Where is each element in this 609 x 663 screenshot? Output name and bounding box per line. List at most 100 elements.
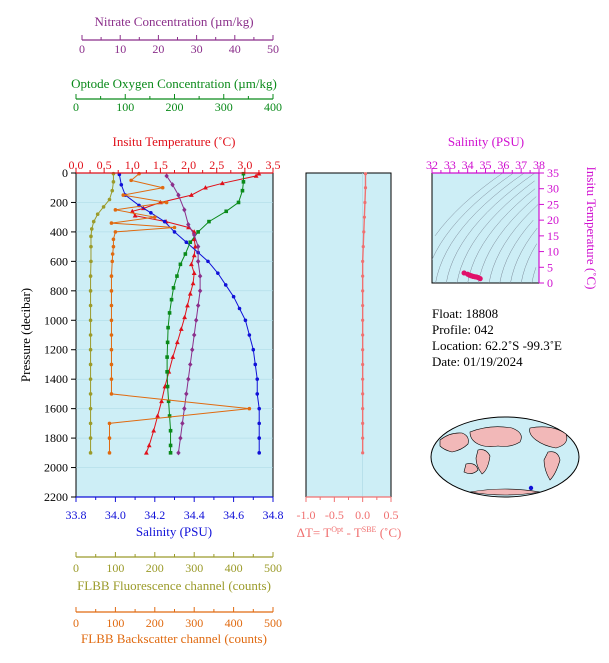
ts-salinity-axis: Salinity (PSU) 32 33 34 35 36 37 38 <box>426 134 545 174</box>
backscatter-series <box>107 171 252 455</box>
fluorescence-point <box>89 244 93 249</box>
backscatter-axis: FLBB Backscatter channel (counts) 0 100 20… <box>73 607 282 646</box>
nitrate-point <box>164 173 169 179</box>
tick-label: 20 <box>152 42 164 56</box>
nitrate-point <box>190 347 195 353</box>
tick-label: 38 <box>533 158 545 172</box>
continent-australia <box>463 463 479 474</box>
salinity-point <box>184 240 189 245</box>
salinity-point <box>172 230 177 234</box>
oxygen-point <box>166 399 171 404</box>
temperature-axis-label: Insitu Temperature (˚C) <box>112 134 235 149</box>
nitrate-series <box>164 173 203 456</box>
tick-label: 40 <box>229 42 241 56</box>
world-map <box>430 416 580 498</box>
ts-contour-line <box>531 267 537 284</box>
oxygen-point <box>171 286 176 290</box>
oxygen-point <box>168 451 173 455</box>
temperature-point <box>188 261 194 267</box>
profile-plot-area <box>75 172 274 498</box>
temperature-point <box>192 244 198 249</box>
nitrate-point <box>184 391 189 397</box>
temperature-point <box>146 442 152 448</box>
tick-label: 200 <box>146 616 164 630</box>
salinity-line <box>118 174 260 453</box>
tick-label: 15 <box>547 229 559 243</box>
tick-label: 300 <box>215 100 233 114</box>
fluorescence-point <box>95 212 100 217</box>
backscatter-point <box>109 318 114 323</box>
profile-number: Profile: 042 <box>432 322 494 337</box>
nitrate-point <box>176 450 181 456</box>
fluorescence-series <box>88 171 116 455</box>
temperature-point <box>178 326 184 331</box>
tick-label: 500 <box>264 561 282 575</box>
tick-label: 10 <box>547 245 559 259</box>
backscatter-point <box>110 252 115 256</box>
salinity-point <box>206 259 210 264</box>
fluorescence-point <box>88 289 93 293</box>
fluorescence-point <box>88 421 93 426</box>
nitrate-axis-label: Nitrate Concentration (µm/kg) <box>94 14 253 29</box>
salinity-point <box>216 271 220 275</box>
ts-contour-line <box>520 243 537 284</box>
fluorescence-point <box>89 234 93 239</box>
ts-contour-line <box>431 172 514 260</box>
oxygen-point <box>169 297 174 302</box>
temperature-point <box>191 270 197 275</box>
salinity-point <box>257 421 262 426</box>
continent-north-america <box>529 426 568 449</box>
ts-point <box>477 276 483 282</box>
backscatter-point <box>107 451 112 455</box>
tick-label: 36 <box>497 158 509 172</box>
tick-label: 37 <box>515 158 527 172</box>
delta-t-axis: ΔT= TOpt - TSBE (˚C) -1.0 -0.5 0.0 0.5 <box>297 496 401 540</box>
tick-label: 34.0 <box>105 508 126 522</box>
tick-label: 50 <box>267 42 279 56</box>
oxygen-point <box>207 219 211 224</box>
tick-label: 1000 <box>44 313 68 327</box>
tick-label: 400 <box>225 561 243 575</box>
oxygen-point <box>166 325 170 330</box>
nitrate-point <box>195 302 201 309</box>
oxygen-point <box>236 200 241 205</box>
tick-label: 600 <box>50 254 68 268</box>
tick-label: 1800 <box>44 431 68 445</box>
oxygen-point <box>175 274 179 278</box>
fluorescence-axis: FLBB Fluorescence channel (counts) 0 100 2… <box>73 552 282 593</box>
salinity-point <box>247 333 252 337</box>
tick-label: 32 <box>426 158 438 172</box>
oxygen-axis: Optode Oxygen Concentration (µm/kg) 0 100… <box>71 76 282 114</box>
continent-asia <box>439 432 469 453</box>
delta-t-point <box>361 377 365 381</box>
oxygen-point <box>188 240 193 245</box>
backscatter-point <box>121 193 126 197</box>
backscatter-point <box>160 185 165 190</box>
tick-label: 3.0 <box>237 158 252 172</box>
nitrate-point <box>186 221 191 228</box>
ts-contour-line <box>478 196 537 284</box>
backscatter-axis-label: FLBB Backscatter channel (counts) <box>81 631 267 646</box>
oxygen-point <box>178 262 183 267</box>
nitrate-point <box>180 420 185 426</box>
delta-t-point <box>361 421 365 425</box>
tick-label: 400 <box>264 100 282 114</box>
ts-contour-line <box>446 172 536 284</box>
salinity-point <box>149 210 153 215</box>
continent-antarctica <box>469 488 541 496</box>
fluorescence-axis-label: FLBB Fluorescence channel (counts) <box>77 578 271 593</box>
temperature-point <box>159 398 164 404</box>
tick-label: 2.5 <box>209 158 224 172</box>
tick-label: 0 <box>547 276 553 290</box>
tick-label: 33.8 <box>66 508 87 522</box>
oxygen-point <box>165 370 169 374</box>
delta-t-point <box>361 451 365 455</box>
temperature-point <box>170 354 176 359</box>
oxygen-point <box>167 311 172 315</box>
tick-label: 200 <box>166 100 184 114</box>
delta-t-point <box>362 230 366 234</box>
tick-label: 1.5 <box>153 158 168 172</box>
delta-t-point <box>361 362 365 367</box>
ts-series-group <box>461 270 483 282</box>
delta-t-point <box>361 245 365 249</box>
